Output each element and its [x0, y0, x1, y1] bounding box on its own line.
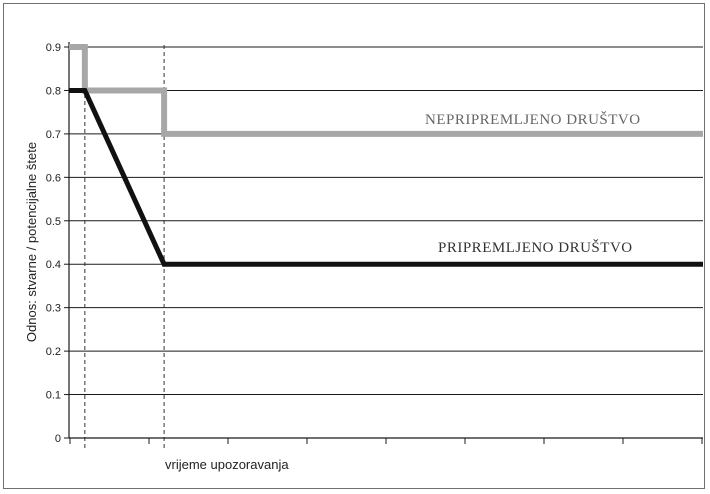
- series-label-pripremljeno: PRIPREMLJENO DRUŠTVO: [438, 239, 633, 256]
- series-line-nepripremljeno: [69, 44, 703, 137]
- y-axis-label: Odnos: stvarne / potencijalne štete: [24, 142, 39, 342]
- series-lines: [69, 44, 703, 267]
- y-tick-label: 0.9: [46, 42, 61, 54]
- y-tick-label: 0.8: [46, 85, 61, 97]
- y-tick-label: 0.5: [46, 216, 61, 228]
- y-tick-label: 0.3: [46, 303, 61, 315]
- y-tick-label: 0.4: [46, 259, 61, 271]
- y-ticks: 0 0.1 0.2 0.3 0.4 0.5 0.6 0.7 0.8 0.9: [46, 42, 69, 445]
- y-tick-label: 0.6: [46, 172, 61, 184]
- y-tick-label: 0.7: [46, 129, 61, 141]
- y-tick-label: 0.1: [46, 390, 61, 402]
- y-tick-label: 0.2: [46, 346, 61, 358]
- y-tick-label: 0: [55, 433, 61, 445]
- series-label-nepripremljeno: NEPRIPREMLJENO DRUŠTVO: [425, 111, 641, 128]
- series-line-pripremljeno: [69, 87, 703, 267]
- x-ticks: [69, 438, 703, 444]
- x-axis-label: vrijeme upozoravanja: [165, 457, 289, 472]
- marker-lines: [84, 45, 165, 448]
- chart-frame: [3, 3, 705, 489]
